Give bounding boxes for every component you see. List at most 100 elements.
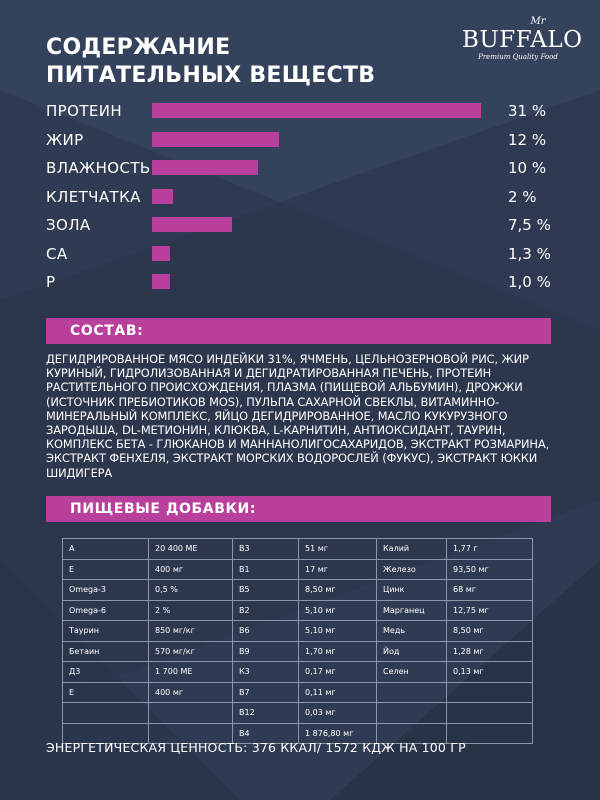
table-row: Бетаин 570 мг/кг B9 1,70 мг Йод 1,28 мг — [62, 640, 533, 662]
nutrient-label: СА — [46, 244, 68, 263]
additive-name-cell: Таурин — [62, 620, 149, 642]
composition-heading: СОСТАВ: — [46, 318, 551, 344]
additive-name-cell: B2 — [232, 599, 299, 621]
additive-name-cell — [376, 702, 447, 724]
additive-value-cell — [446, 722, 533, 744]
additives-table-wrap: A 20 400 МЕ B3 51 мг Калий 1,77 г E 400 мг B1 17 … — [62, 538, 533, 744]
additive-name-cell: Omega-6 — [62, 599, 149, 621]
logo-brand: BUFFALO — [462, 27, 583, 53]
additive-name-cell: B12 — [232, 702, 299, 724]
table-row: E 400 мг B7 0,11 мг — [62, 681, 533, 703]
additive-value-cell: 68 мг — [446, 579, 533, 601]
additive-name-cell: Цинк — [376, 579, 447, 601]
table-row: E 400 мг B1 17 мг Железо 93,50 мг — [62, 558, 533, 580]
table-row: A 20 400 МЕ B3 51 мг Калий 1,77 г — [62, 538, 533, 560]
additive-value-cell: 570 мг/кг — [148, 640, 233, 662]
nutrient-row: ЗОЛА 7,5 % — [46, 213, 556, 242]
additive-name-cell: Селен — [376, 661, 447, 683]
additive-value-cell — [148, 702, 233, 724]
additive-name-cell: Бетаин — [62, 640, 149, 662]
page-title-line2: ПИТАТЕЛЬНЫХ ВЕЩЕСТВ — [46, 63, 376, 88]
additive-value-cell: 0,11 мг — [298, 681, 377, 703]
additive-value-cell: 51 мг — [298, 538, 377, 560]
additive-value-cell: 850 мг/кг — [148, 620, 233, 642]
additive-name-cell: B4 — [232, 722, 299, 744]
additive-value-cell: 0,5 % — [148, 579, 233, 601]
page-title: СОДЕРЖАНИЕ ПИТАТЕЛЬНЫХ ВЕЩЕСТВ — [46, 34, 375, 90]
additive-name-cell: B5 — [232, 579, 299, 601]
additive-name-cell: B9 — [232, 640, 299, 662]
additive-value-cell: 5,10 мг — [298, 620, 377, 642]
additive-name-cell — [62, 702, 149, 724]
composition-text: ДЕГИДРИРОВАННОЕ МЯСО ИНДЕЙКИ 31%, ЯЧМЕНЬ… — [46, 352, 550, 480]
table-row: B12 0,03 мг — [62, 702, 533, 724]
nutrient-value: 12 % — [508, 130, 547, 149]
additive-name-cell: Йод — [376, 640, 447, 662]
additive-value-cell: 12,75 мг — [446, 599, 533, 621]
additive-value-cell: 0,13 мг — [446, 661, 533, 683]
nutrient-value: 2 % — [508, 187, 537, 206]
table-row: Таурин 850 мг/кг B6 5,10 мг Медь 8,50 мг — [62, 620, 533, 642]
nutrient-label: ПРОТЕИН — [46, 102, 123, 120]
nutrient-bar — [152, 245, 170, 261]
nutrient-row: Р 1,0 % — [46, 270, 556, 299]
additive-value-cell: 17 мг — [298, 558, 377, 580]
nutrient-value: 1,0 % — [508, 273, 551, 291]
nutrient-bar — [152, 131, 279, 147]
table-row: Д3 1 700 МЕ К3 0,17 мг Селен 0,13 мг — [62, 661, 533, 683]
additive-value-cell — [446, 681, 533, 703]
nutrient-label: ЗОЛА — [46, 216, 91, 234]
additive-name-cell: B7 — [232, 681, 299, 703]
table-row: Omega-3 0,5 % B5 8,50 мг Цинк 68 мг — [62, 579, 533, 601]
additive-value-cell — [446, 702, 533, 724]
additive-value-cell: 0,03 мг — [298, 702, 377, 724]
nutrient-value: 7,5 % — [508, 216, 551, 234]
additive-name-cell: A — [62, 538, 149, 560]
additive-name-cell: B6 — [232, 620, 299, 642]
nutrient-label: ЖИР — [46, 130, 84, 149]
additive-name-cell: К3 — [232, 661, 299, 683]
additive-name-cell: Медь — [376, 620, 447, 642]
logo-mr: Mr — [530, 16, 546, 27]
additive-value-cell: 1 700 МЕ — [148, 661, 233, 683]
additive-value-cell: 1 876,80 мг — [298, 722, 377, 744]
additive-name-cell: E — [62, 558, 149, 580]
additive-value-cell: 1,70 мг — [298, 640, 377, 662]
additive-value-cell: 400 мг — [148, 558, 233, 580]
additives-table: A 20 400 МЕ B3 51 мг Калий 1,77 г E 400 мг B1 17 … — [62, 538, 533, 744]
nutrient-label: Р — [46, 273, 56, 291]
additive-name-cell: E — [62, 681, 149, 703]
additive-value-cell: 2 % — [148, 599, 233, 621]
nutrient-bar — [152, 188, 173, 204]
additive-value-cell: 1,28 мг — [446, 640, 533, 662]
additive-name-cell: Железо — [376, 558, 447, 580]
nutrient-bar — [152, 274, 170, 289]
nutrient-row: ЖИР 12 % — [46, 128, 556, 157]
additive-name-cell: B1 — [232, 558, 299, 580]
nutrient-bar — [152, 103, 481, 118]
nutrient-value: 10 % — [508, 159, 547, 177]
additive-value-cell: 400 мг — [148, 681, 233, 703]
additive-name-cell: B3 — [232, 538, 299, 560]
table-row: Omega-6 2 % B2 5,10 мг Марганец 12,75 мг — [62, 599, 533, 621]
additive-value-cell: 5,10 мг — [298, 599, 377, 621]
nutrient-label: ВЛАЖНОСТЬ — [46, 159, 151, 177]
nutrient-bar-list: ПРОТЕИН 31 % ЖИР 12 % ВЛАЖНОСТЬ 10 % КЛЕТЧАТКА… — [46, 99, 556, 299]
additive-value-cell: 8,50 мг — [446, 620, 533, 642]
nutrient-bar — [152, 217, 232, 232]
additive-name-cell: Калий — [376, 538, 447, 560]
additive-name-cell: Omega-3 — [62, 579, 149, 601]
additive-value-cell: 8,50 мг — [298, 579, 377, 601]
logo-tagline: Premium Quality Food — [478, 53, 558, 61]
nutrient-value: 31 % — [508, 102, 547, 120]
nutrient-row: ВЛАЖНОСТЬ 10 % — [46, 156, 556, 185]
nutrient-label: КЛЕТЧАТКА — [46, 187, 141, 206]
additive-name-cell: Д3 — [62, 661, 149, 683]
nutrient-value: 1,3 % — [508, 244, 551, 263]
table-row: B4 1 876,80 мг — [62, 722, 533, 744]
energy-value: ЭНЕРГЕТИЧЕСКАЯ ЦЕННОСТЬ: 376 ККАЛ/ 1572 … — [46, 740, 466, 755]
additive-value-cell: 1,77 г — [446, 538, 533, 560]
nutrient-row: ПРОТЕИН 31 % — [46, 99, 556, 128]
brand-logo: Mr BUFFALO Premium Quality Food — [462, 16, 583, 68]
additive-name-cell: Марганец — [376, 599, 447, 621]
